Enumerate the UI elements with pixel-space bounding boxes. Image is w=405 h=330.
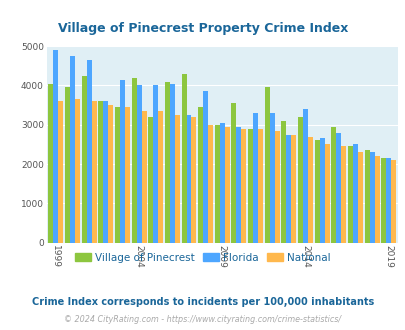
Bar <box>374 156 379 243</box>
Bar <box>302 109 307 243</box>
Bar <box>164 82 169 243</box>
Bar <box>81 76 86 243</box>
Bar <box>131 78 136 243</box>
Bar <box>385 158 390 243</box>
Bar <box>181 74 186 243</box>
Bar <box>198 107 202 243</box>
Bar <box>219 123 224 243</box>
Bar <box>335 133 341 243</box>
Bar <box>352 145 357 243</box>
Bar <box>269 113 274 243</box>
Bar <box>324 145 329 243</box>
Bar <box>148 117 153 243</box>
Bar <box>103 101 108 243</box>
Bar <box>252 113 258 243</box>
Bar <box>58 101 63 243</box>
Bar <box>48 83 53 243</box>
Bar <box>141 111 146 243</box>
Bar <box>286 135 291 243</box>
Bar <box>274 131 279 243</box>
Bar <box>125 107 130 243</box>
Bar <box>169 83 175 243</box>
Bar <box>291 135 296 243</box>
Bar <box>86 60 92 243</box>
Bar <box>208 125 213 243</box>
Bar <box>98 101 103 243</box>
Bar <box>241 129 246 243</box>
Bar <box>264 87 269 243</box>
Bar <box>231 103 236 243</box>
Legend: Village of Pinecrest, Florida, National: Village of Pinecrest, Florida, National <box>71 249 334 267</box>
Bar <box>341 146 345 243</box>
Bar <box>347 146 352 243</box>
Bar <box>247 129 252 243</box>
Bar <box>214 125 219 243</box>
Bar <box>186 115 191 243</box>
Bar <box>357 152 362 243</box>
Bar <box>119 80 125 243</box>
Bar <box>115 107 119 243</box>
Bar <box>75 99 80 243</box>
Bar <box>258 129 262 243</box>
Bar <box>281 121 286 243</box>
Bar <box>297 117 302 243</box>
Bar <box>92 101 96 243</box>
Bar <box>202 91 208 243</box>
Bar <box>65 87 70 243</box>
Bar <box>380 158 385 243</box>
Bar <box>314 141 319 243</box>
Bar <box>236 127 241 243</box>
Bar <box>307 137 312 243</box>
Bar <box>153 85 158 243</box>
Bar <box>70 56 75 243</box>
Bar <box>364 150 369 243</box>
Bar <box>330 127 335 243</box>
Text: Village of Pinecrest Property Crime Index: Village of Pinecrest Property Crime Inde… <box>58 22 347 35</box>
Text: Crime Index corresponds to incidents per 100,000 inhabitants: Crime Index corresponds to incidents per… <box>32 297 373 307</box>
Text: © 2024 CityRating.com - https://www.cityrating.com/crime-statistics/: © 2024 CityRating.com - https://www.city… <box>64 315 341 324</box>
Bar <box>191 117 196 243</box>
Bar <box>108 105 113 243</box>
Bar <box>319 139 324 243</box>
Bar <box>390 160 395 243</box>
Bar <box>158 111 163 243</box>
Bar <box>136 85 141 243</box>
Bar <box>53 50 58 243</box>
Bar <box>369 152 374 243</box>
Bar <box>224 127 229 243</box>
Bar <box>175 115 179 243</box>
